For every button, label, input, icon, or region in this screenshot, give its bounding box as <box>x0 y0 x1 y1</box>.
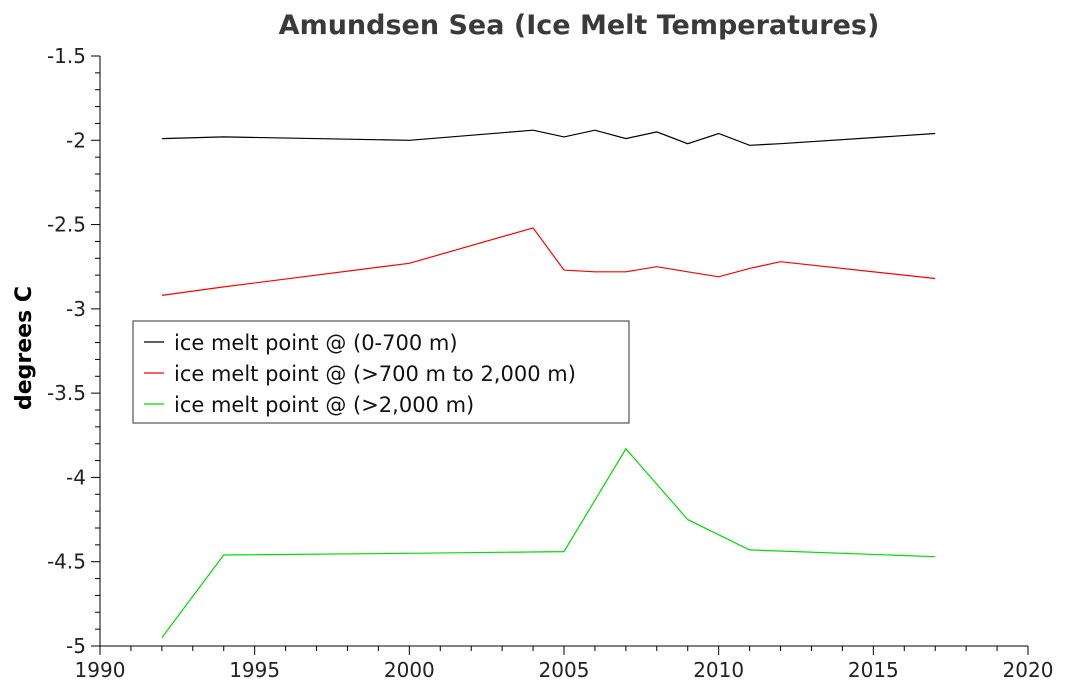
y-axis-ticks: -1.5 -2 -2.5 -3 -3.5 -4 -4.5 -5 <box>47 44 100 658</box>
y-tick-label: -4 <box>66 465 86 489</box>
y-tick-label: -1.5 <box>47 44 86 68</box>
series-layer <box>161 129 936 638</box>
legend: ice melt point @ (0-700 m) ice melt poin… <box>132 320 630 424</box>
y-axis-label: degrees C <box>12 286 37 410</box>
legend-entry-1: ice melt point @ (>700 m to 2,000 m) <box>174 362 576 386</box>
legend-entry-2: ice melt point @ (>2,000 m) <box>174 393 474 417</box>
x-tick-label: 2010 <box>693 658 744 682</box>
x-tick-label: 1990 <box>75 658 126 682</box>
series-line-2 <box>161 447 936 638</box>
legend-entry-0: ice melt point @ (0-700 m) <box>174 331 458 355</box>
y-tick-label: -2.5 <box>47 213 86 237</box>
y-tick-label: -4.5 <box>47 550 86 574</box>
x-tick-label: 1995 <box>229 658 280 682</box>
x-tick-label: 2005 <box>539 658 590 682</box>
series-line-1 <box>161 227 936 296</box>
y-tick-label: -2 <box>66 128 86 152</box>
series-line-0 <box>161 129 936 146</box>
x-axis-ticks: 1990 1995 2000 2005 2010 2015 2020 <box>75 646 1054 682</box>
x-tick-label: 2000 <box>384 658 435 682</box>
x-tick-label: 2020 <box>1003 658 1054 682</box>
chart-title: Amundsen Sea (Ice Melt Temperatures) <box>279 10 880 41</box>
y-tick-label: -5 <box>66 634 86 658</box>
y-tick-label: -3 <box>66 297 86 321</box>
y-tick-label: -3.5 <box>47 381 86 405</box>
legend-box <box>132 320 630 424</box>
x-tick-label: 2015 <box>848 658 899 682</box>
